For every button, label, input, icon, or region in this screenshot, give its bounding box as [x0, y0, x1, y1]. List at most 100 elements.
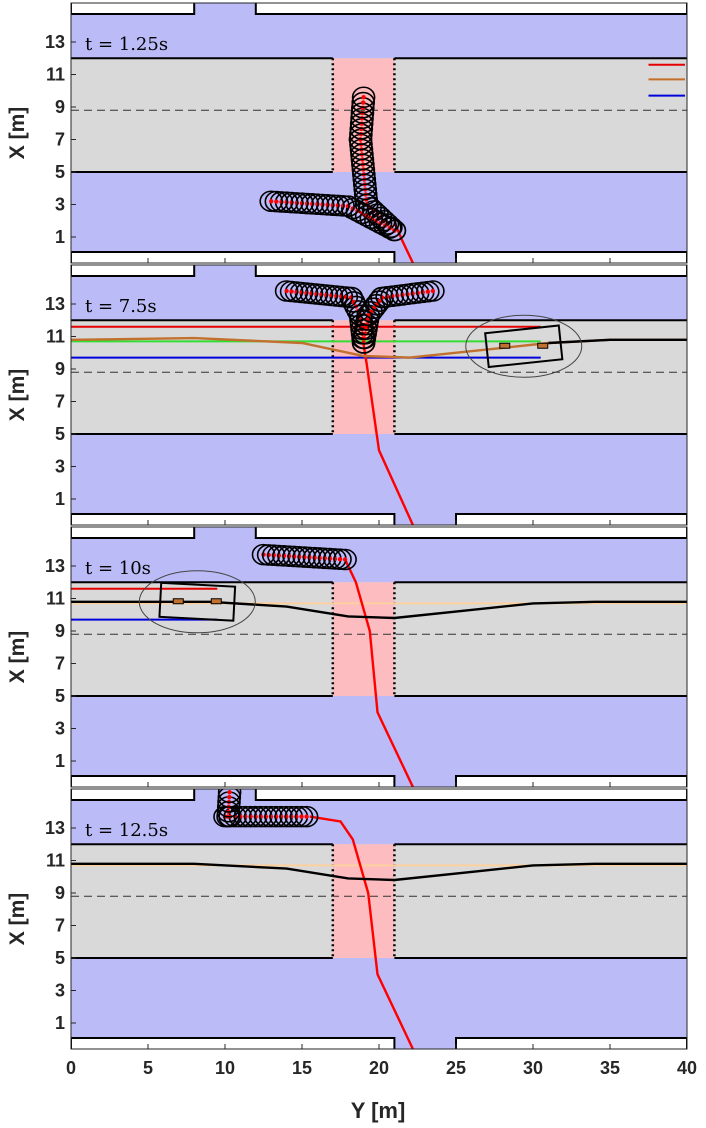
- prediction-point: [227, 794, 232, 800]
- prediction-circle: [359, 300, 383, 323]
- crosswalk: [332, 582, 395, 696]
- y-tick-label: 1: [55, 751, 65, 771]
- y-tick-label: 5: [55, 424, 65, 444]
- y-tick-label: 7: [55, 916, 65, 936]
- y-axis-title: X [m]: [6, 631, 29, 684]
- y-tick-label: 11: [46, 851, 65, 871]
- top-block: [71, 265, 687, 277]
- y-tick-label: 1: [55, 1013, 65, 1033]
- road-edge: [71, 319, 687, 435]
- prediction-point: [337, 556, 343, 562]
- prediction-circle: [351, 86, 376, 109]
- road-edge: [71, 581, 687, 697]
- top-block: [71, 527, 687, 539]
- y-tick-label: 9: [55, 621, 65, 641]
- time-label: t = 1.25s: [85, 34, 168, 55]
- prediction-point: [227, 790, 232, 795]
- time-label: t = 12.5s: [85, 820, 168, 841]
- vehicle-safety-ellipse: [465, 314, 583, 378]
- y-tick-label: 7: [55, 130, 65, 150]
- y-tick-label: 9: [55, 883, 65, 903]
- y-axis-title: X [m]: [6, 893, 29, 946]
- prediction-circle: [421, 280, 445, 302]
- prediction-circle: [341, 197, 365, 220]
- predicted-branch: [251, 543, 357, 571]
- panel-plot-area: [71, 265, 687, 525]
- prediction-point: [299, 814, 304, 819]
- prediction-circle: [274, 280, 299, 302]
- road-edge: [71, 57, 687, 173]
- predicted-branch: [259, 190, 407, 242]
- prediction-circle: [367, 290, 392, 312]
- prediction-circle: [361, 297, 386, 320]
- prediction-point: [304, 814, 309, 819]
- y-tick-label: 13: [45, 294, 65, 314]
- prediction-point: [425, 289, 431, 294]
- x-axis-title: Y [m]: [351, 1098, 406, 1123]
- y-tick-label: 1: [55, 227, 65, 247]
- y-tick-label: 5: [55, 948, 65, 968]
- y-tick-label: 3: [55, 719, 65, 739]
- prediction-circle: [289, 805, 314, 828]
- vehicle-wheel: [210, 598, 222, 605]
- top-block: [71, 789, 687, 801]
- y-axis-title: X [m]: [6, 369, 29, 422]
- y-tick-label: 9: [55, 97, 65, 117]
- prediction-circle: [217, 789, 242, 808]
- crosswalk: [332, 58, 395, 172]
- vehicle-box: [484, 324, 564, 369]
- top-block: [71, 3, 687, 15]
- vehicle-trajectory: [71, 862, 687, 882]
- time-label: t = 7.5s: [85, 296, 157, 317]
- vehicle-trajectory-tail: [548, 338, 687, 345]
- x-tick-label: 5: [143, 1058, 153, 1078]
- prediction-point: [284, 288, 289, 294]
- y-tick-label: 3: [55, 457, 65, 477]
- vehicle-wheel: [172, 598, 184, 605]
- y-tick-label: 11: [46, 327, 65, 347]
- y-axis-title: X [m]: [6, 107, 29, 160]
- y-tick-label: 13: [45, 32, 65, 52]
- y-tick-label: 13: [45, 556, 65, 576]
- y-tick-label: 5: [55, 162, 65, 182]
- prediction-point: [289, 289, 294, 294]
- vehicle-trajectory: [71, 600, 687, 620]
- x-tick-label: 30: [523, 1058, 543, 1078]
- panel-plot-area: [71, 789, 687, 1049]
- panel-plot-area: [71, 3, 687, 263]
- road-edge: [71, 843, 687, 959]
- time-label: t = 10s: [85, 558, 151, 579]
- x-tick-label: 35: [600, 1058, 620, 1078]
- crosswalk: [332, 844, 395, 958]
- prediction-circle: [333, 548, 357, 571]
- x-tick-label: 40: [677, 1058, 697, 1078]
- vehicle-wheel: [537, 342, 549, 349]
- x-tick-label: 15: [292, 1058, 312, 1078]
- x-tick-label: 20: [369, 1058, 389, 1078]
- pedestrian-trajectory: [362, 344, 414, 525]
- y-tick-label: 7: [55, 654, 65, 674]
- y-tick-label: 13: [45, 818, 65, 838]
- y-tick-label: 9: [55, 359, 65, 379]
- crosswalk-border: [331, 582, 396, 696]
- x-tick-label: 10: [215, 1058, 235, 1078]
- prediction-point: [430, 288, 436, 294]
- x-tick-label: 25: [446, 1058, 466, 1078]
- prediction-circle: [259, 190, 284, 213]
- predicted-branch: [351, 280, 445, 354]
- prediction-circle: [217, 789, 242, 804]
- prediction-circle: [351, 91, 376, 114]
- y-tick-label: 5: [55, 686, 65, 706]
- prediction-point: [274, 199, 279, 204]
- y-tick-label: 11: [46, 589, 65, 609]
- prediction-point: [361, 100, 366, 105]
- y-tick-label: 1: [55, 489, 65, 509]
- vehicle-safety-ellipse: [138, 570, 256, 634]
- crosswalk-border: [331, 58, 396, 172]
- prediction-point: [361, 95, 366, 100]
- y-tick-label: 7: [55, 392, 65, 412]
